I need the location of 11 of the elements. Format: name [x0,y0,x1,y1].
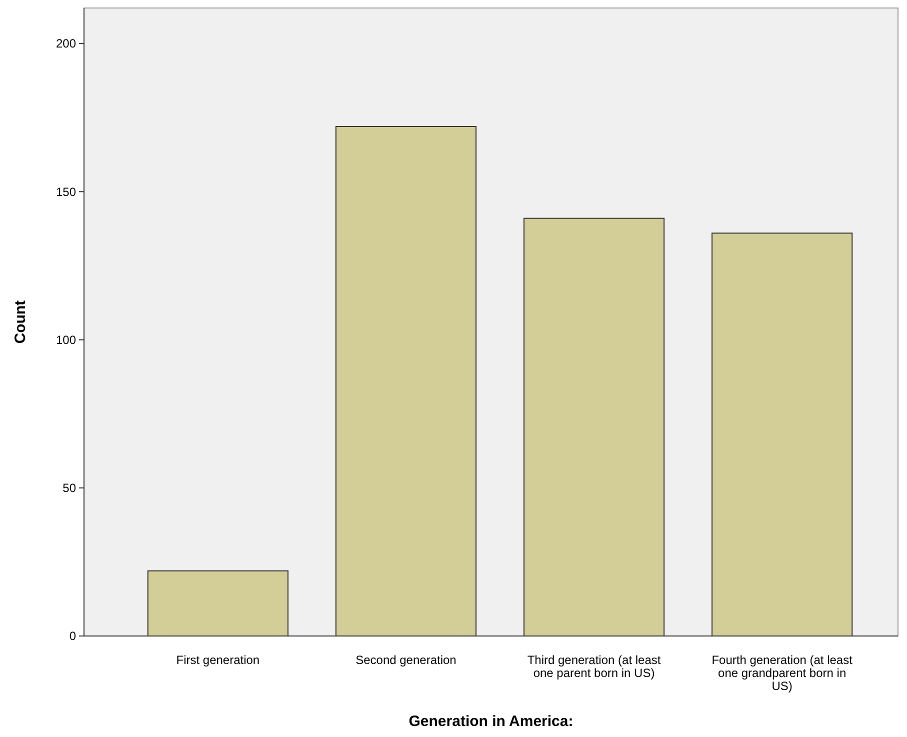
y-tick-label: 200 [56,36,76,51]
x-tick-label: Second generation [356,653,456,667]
x-tick-label: Third generation (at least one parent born in US) [527,653,662,680]
y-tick-label: 150 [56,184,76,199]
x-tick-label: First generation [176,653,260,667]
y-axis-title: Count [12,300,29,344]
x-tick-label: Fourth generation (at least one grandparent born in US) [712,653,854,693]
x-axis-title: Generation in America: [408,713,574,730]
y-tick-label: 100 [56,332,76,347]
y-tick-label: 0 [69,629,76,644]
y-tick-label: 50 [62,481,76,496]
